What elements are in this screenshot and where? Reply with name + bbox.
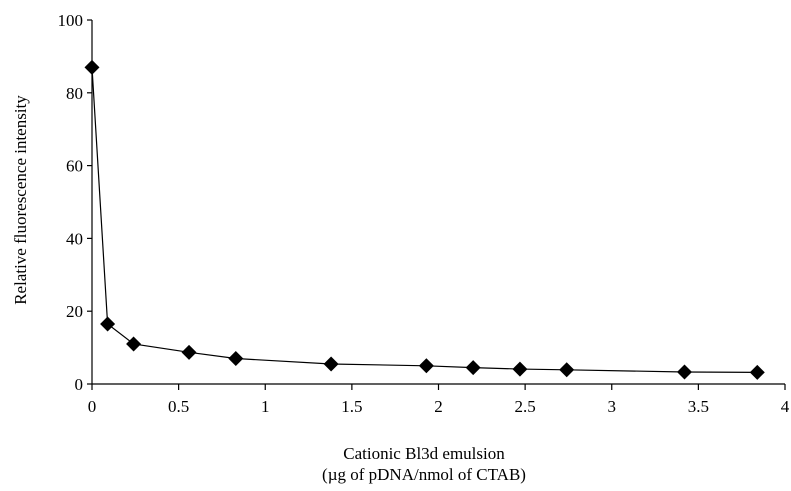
- x-tick-label: 4: [781, 397, 790, 416]
- x-tick-label: 0: [88, 397, 97, 416]
- data-point-diamond: [512, 361, 528, 377]
- y-axis-ticks: 0 20 40 60 80 100: [58, 11, 92, 394]
- data-point-diamond: [100, 316, 116, 332]
- y-tick-label: 0: [75, 375, 84, 394]
- y-tick-label: 40: [66, 229, 83, 248]
- x-axis-ticks: 0 0.5 1 1.5 2 2.5 3 3.5 4: [88, 384, 790, 416]
- x-tick-label: 0.5: [168, 397, 189, 416]
- data-point-diamond: [228, 351, 244, 367]
- y-tick-label: 20: [66, 302, 83, 321]
- data-point-diamond: [181, 344, 197, 360]
- data-point-diamond: [126, 336, 142, 352]
- data-point-diamond: [749, 364, 765, 380]
- x-tick-label: 2: [434, 397, 443, 416]
- data-point-diamond: [418, 358, 434, 374]
- x-axis-title-line2: (µg of pDNA/nmol of CTAB): [322, 465, 526, 484]
- data-point-diamond: [84, 59, 100, 75]
- x-axis-title-line1: Cationic Bl3d emulsion: [343, 444, 505, 463]
- x-tick-label: 1.5: [341, 397, 362, 416]
- data-point-diamond: [323, 356, 339, 372]
- y-tick-label: 100: [58, 11, 84, 30]
- data-point-diamond: [465, 360, 481, 376]
- series-line: [91, 67, 758, 373]
- x-tick-label: 2.5: [515, 397, 536, 416]
- data-point-diamond: [559, 362, 575, 378]
- y-tick-label: 60: [66, 157, 83, 176]
- y-tick-label: 80: [66, 84, 83, 103]
- x-tick-label: 3.5: [688, 397, 709, 416]
- x-tick-label: 1: [261, 397, 270, 416]
- data-series: [84, 59, 765, 380]
- axes: [91, 20, 785, 385]
- x-tick-label: 3: [608, 397, 617, 416]
- y-axis-title: Relative fluorescence intensity: [11, 95, 30, 305]
- data-point-diamond: [677, 364, 693, 380]
